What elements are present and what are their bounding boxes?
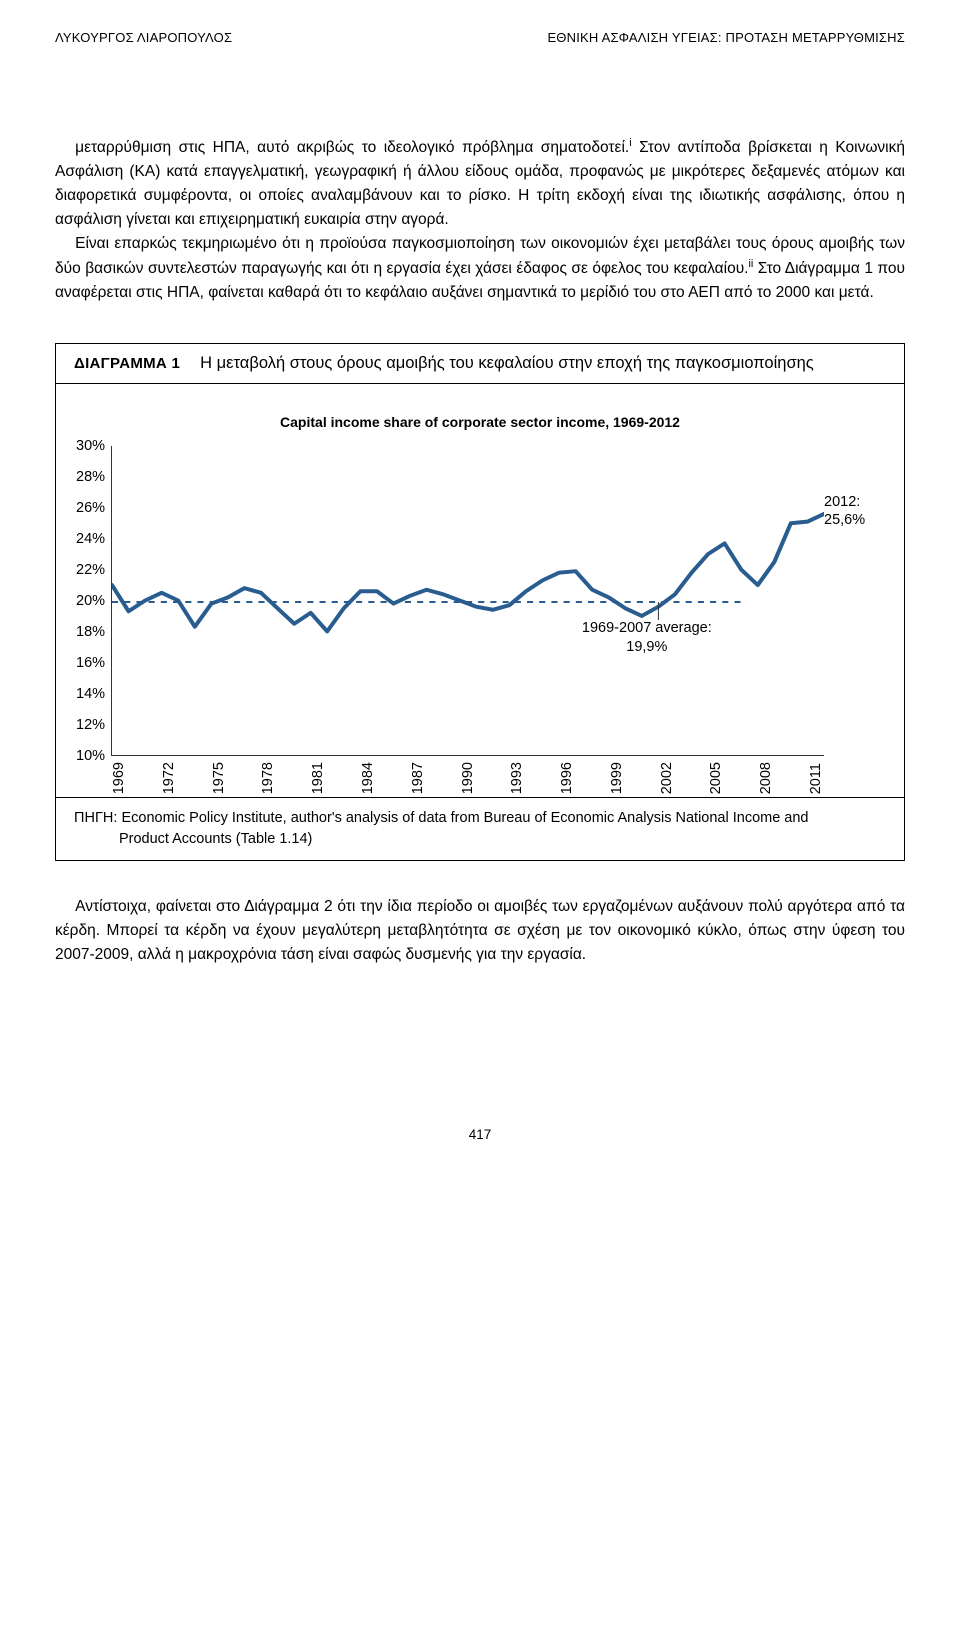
avg-annot-line1: 1969-2007 average:: [582, 619, 712, 637]
x-tick: 1984: [360, 762, 376, 794]
x-tick: 1996: [559, 762, 575, 794]
x-tick: 2008: [758, 762, 774, 794]
x-tick: 1978: [260, 762, 276, 794]
chart-1-svg: [112, 446, 824, 755]
chart-1-plot: 1969-2007 average: 19,9%: [111, 446, 824, 756]
x-tick: 1972: [161, 762, 177, 794]
paragraph-3: Αντίστοιχα, φαίνεται στο Διάγραμμα 2 ότι…: [55, 895, 905, 967]
chart-1-x-axis: 1969 1972 1975 1978 1981 1984 1987 1990 …: [111, 756, 824, 794]
x-tick: 1990: [460, 762, 476, 794]
x-tick: 1981: [310, 762, 326, 794]
chart-1-source: ΠΗΓΗ: Economic Policy Institute, author'…: [56, 797, 904, 860]
chart-1-avg-annotation: 1969-2007 average: 19,9%: [582, 619, 712, 655]
source-line1: Economic Policy Institute, author's anal…: [121, 810, 808, 826]
chart-1-header: ΔΙΑΓΡΑΜΜΑ 1 Η μεταβολή στους όρους αμοιβ…: [56, 344, 904, 384]
avg-annot-line2: 19,9%: [582, 638, 712, 656]
source-line2: Product Accounts (Table 1.14): [74, 829, 886, 850]
x-tick: 2005: [708, 762, 724, 794]
header-left: ΛΥΚΟΥΡΓΟΣ ΛΙΑΡΟΠΟΥΛΟΣ: [55, 30, 232, 45]
chart-1-inner-title: Capital income share of corporate sector…: [76, 414, 884, 430]
x-tick: 2002: [659, 762, 675, 794]
body-text-block-2: Αντίστοιχα, φαίνεται στο Διάγραμμα 2 ότι…: [55, 895, 905, 967]
page-number: 417: [55, 1127, 905, 1142]
chart-1-box: ΔΙΑΓΡΑΜΜΑ 1 Η μεταβολή στους όρους αμοιβ…: [55, 343, 905, 860]
source-prefix: ΠΗΓΗ:: [74, 810, 117, 826]
end-annot-line1: 2012:: [824, 493, 865, 511]
chart-1-label: ΔΙΑΓΡΑΜΜΑ 1: [74, 355, 180, 372]
end-annot-line2: 25,6%: [824, 511, 865, 529]
body-text-block-1: μεταρρύθμιση στις ΗΠΑ, αυτό ακριβώς το ι…: [55, 135, 905, 305]
chart-1-caption: Η μεταβολή στους όρους αμοιβής του κεφαλ…: [200, 354, 814, 373]
chart-1-right-annot: 2012: 25,6%: [824, 446, 884, 756]
paragraph-1: μεταρρύθμιση στις ΗΠΑ, αυτό ακριβώς το ι…: [55, 135, 905, 232]
x-tick: 2011: [808, 762, 824, 794]
paragraph-2: Είναι επαρκώς τεκμηριωμένο ότι η προϊούσ…: [55, 232, 905, 305]
page-header: ΛΥΚΟΥΡΓΟΣ ΛΙΑΡΟΠΟΥΛΟΣ ΕΘΝΙΚΗ ΑΣΦΑΛΙΣΗ ΥΓ…: [55, 30, 905, 45]
x-tick: 1987: [410, 762, 426, 794]
x-tick: 1969: [111, 762, 127, 794]
chart-1-area: Capital income share of corporate sector…: [56, 384, 904, 796]
chart-1-end-annotation: 2012: 25,6%: [824, 493, 865, 529]
x-tick: 1993: [509, 762, 525, 794]
header-right: ΕΘΝΙΚΗ ΑΣΦΑΛΙΣΗ ΥΓΕΙΑΣ: ΠΡΟΤΑΣΗ ΜΕΤΑΡΡΥΘ…: [547, 30, 905, 45]
x-tick: 1999: [609, 762, 625, 794]
p1-text-a: μεταρρύθμιση στις ΗΠΑ, αυτό ακριβώς το ι…: [75, 139, 629, 156]
x-tick: 1975: [211, 762, 227, 794]
chart-1-y-axis: 30% 28% 26% 24% 22% 20% 18% 16% 14% 12% …: [76, 446, 111, 756]
